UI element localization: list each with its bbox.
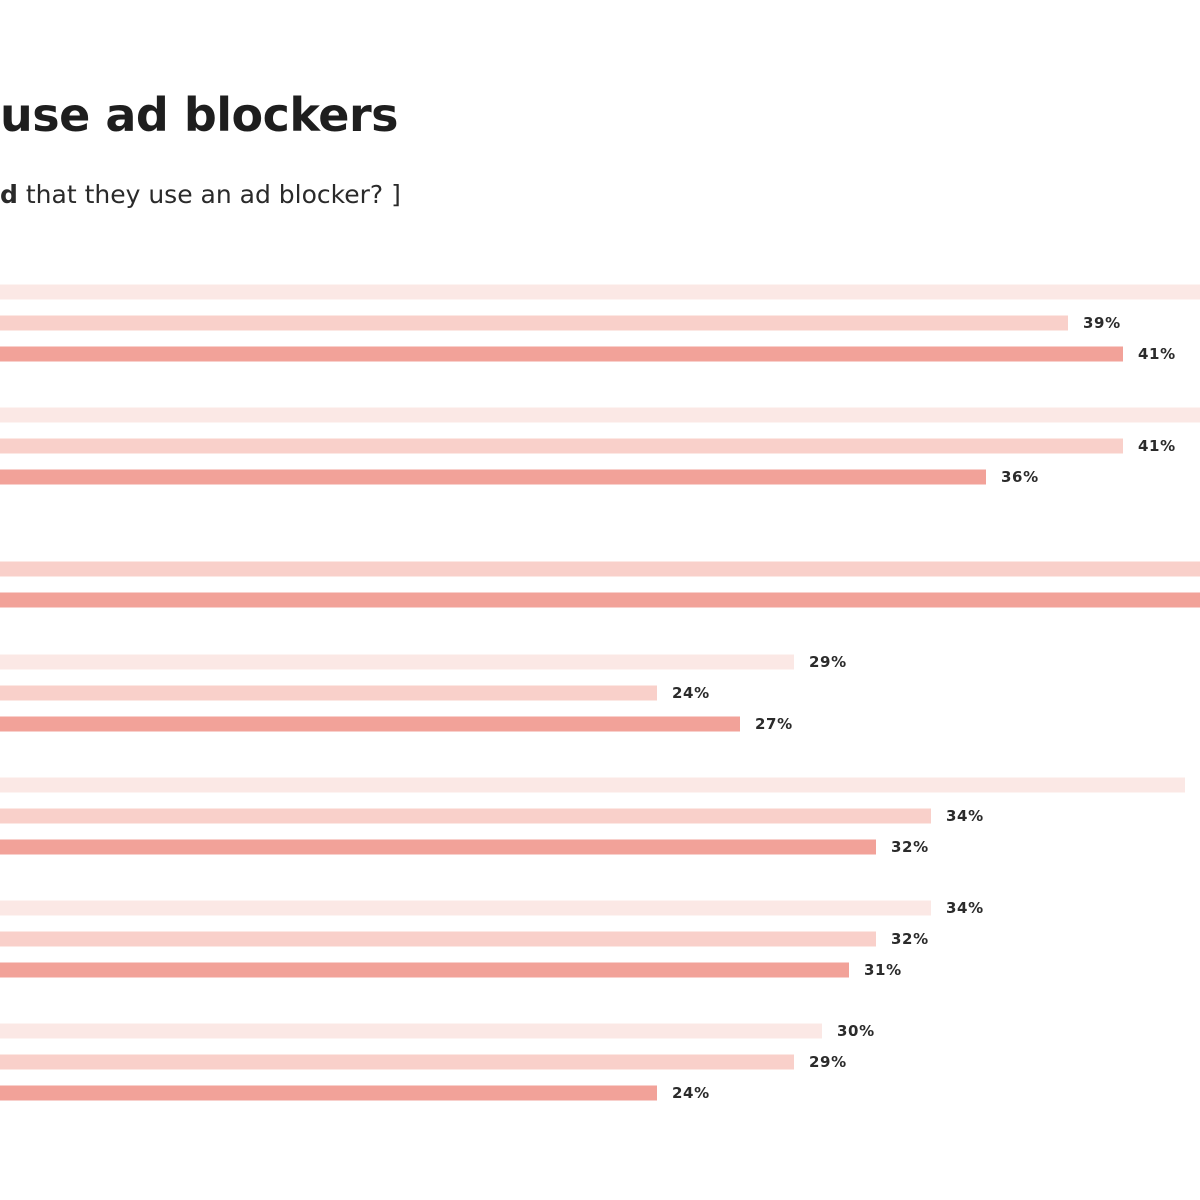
data-label-group-1-bar-3: 41% <box>1138 345 1176 363</box>
chart-subtitle: d that they use an ad blocker? ] <box>0 180 401 209</box>
bar-group-2-bar-3 <box>0 469 986 485</box>
subtitle-text: that they use an ad blocker? ] <box>17 180 401 209</box>
bar-group-5-bar-3 <box>0 839 876 855</box>
data-label-group-2-bar-2: 41% <box>1138 437 1176 455</box>
data-label-group-5-bar-3: 32% <box>891 838 929 856</box>
bar-group-4-bar-2 <box>0 685 657 701</box>
data-label-group-5-bar-2: 34% <box>946 807 984 825</box>
data-label-group-4-bar-2: 24% <box>672 684 710 702</box>
bar-group-7-bar-1 <box>0 1023 822 1039</box>
bar-group-1-bar-2 <box>0 315 1068 331</box>
bar-group-5-bar-1 <box>0 777 1185 793</box>
bar-group-4-bar-3 <box>0 716 740 732</box>
bar-group-2-bar-2 <box>0 438 1123 454</box>
data-label-group-7-bar-3: 24% <box>672 1084 710 1102</box>
chart-title: use ad blockers <box>0 88 399 142</box>
bar-group-4-bar-1 <box>0 654 794 670</box>
data-label-group-2-bar-3: 36% <box>1001 468 1039 486</box>
data-label-group-7-bar-1: 30% <box>837 1022 875 1040</box>
data-label-group-7-bar-2: 29% <box>809 1053 847 1071</box>
data-label-group-6-bar-3: 31% <box>864 961 902 979</box>
bar-group-2-bar-1 <box>0 407 1200 423</box>
bar-group-1-bar-3 <box>0 346 1123 362</box>
bar-group-3-bar-1 <box>0 561 1200 577</box>
data-label-group-4-bar-3: 27% <box>755 715 793 733</box>
data-label-group-4-bar-1: 29% <box>809 653 847 671</box>
bar-group-5-bar-2 <box>0 808 931 824</box>
subtitle-bold-part: d <box>0 180 18 209</box>
bar-group-7-bar-3 <box>0 1085 657 1101</box>
bar-group-7-bar-2 <box>0 1054 794 1070</box>
bar-group-1-bar-1 <box>0 284 1200 300</box>
data-label-group-1-bar-2: 39% <box>1083 314 1121 332</box>
bar-group-6-bar-3 <box>0 962 849 978</box>
data-label-group-6-bar-1: 34% <box>946 899 984 917</box>
bar-group-6-bar-1 <box>0 900 931 916</box>
bar-group-6-bar-2 <box>0 931 876 947</box>
bar-group-3-bar-2 <box>0 592 1200 608</box>
data-label-group-6-bar-2: 32% <box>891 930 929 948</box>
